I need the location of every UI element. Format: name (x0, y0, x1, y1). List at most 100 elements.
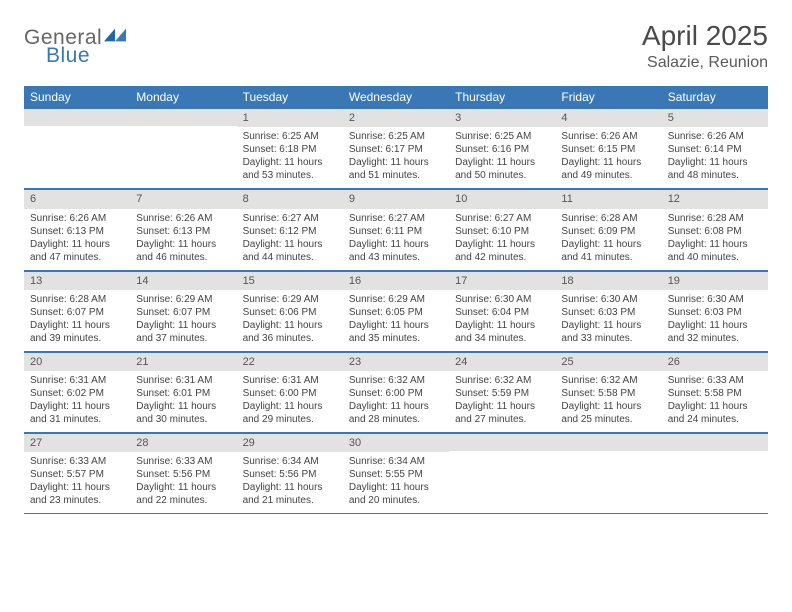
daylight-text: and 42 minutes. (455, 251, 549, 264)
weekday-header-row: Sunday Monday Tuesday Wednesday Thursday… (24, 86, 768, 108)
day-body: Sunrise: 6:30 AMSunset: 6:03 PMDaylight:… (555, 290, 661, 351)
daylight-text: Daylight: 11 hours (668, 319, 762, 332)
day-body: Sunrise: 6:26 AMSunset: 6:14 PMDaylight:… (662, 127, 768, 188)
daylight-text: Daylight: 11 hours (136, 238, 230, 251)
sunrise-text: Sunrise: 6:25 AM (455, 130, 549, 143)
calendar-day-cell: 7Sunrise: 6:26 AMSunset: 6:13 PMDaylight… (130, 189, 236, 270)
sunrise-text: Sunrise: 6:27 AM (455, 212, 549, 225)
daylight-text: Daylight: 11 hours (561, 156, 655, 169)
calendar-day-cell: 28Sunrise: 6:33 AMSunset: 5:56 PMDayligh… (130, 433, 236, 514)
calendar-day-cell: 27Sunrise: 6:33 AMSunset: 5:57 PMDayligh… (24, 433, 130, 514)
day-number: 4 (555, 108, 661, 127)
day-body (24, 126, 130, 182)
sunrise-text: Sunrise: 6:34 AM (349, 455, 443, 468)
sunrise-text: Sunrise: 6:33 AM (136, 455, 230, 468)
day-number (24, 108, 130, 126)
daylight-text: Daylight: 11 hours (349, 319, 443, 332)
daylight-text: Daylight: 11 hours (349, 400, 443, 413)
sunset-text: Sunset: 6:13 PM (136, 225, 230, 238)
calendar-day-cell (130, 108, 236, 189)
daylight-text: Daylight: 11 hours (30, 481, 124, 494)
logo-mark-icon (104, 26, 126, 44)
daylight-text: and 37 minutes. (136, 332, 230, 345)
daylight-text: Daylight: 11 hours (455, 400, 549, 413)
daylight-text: and 33 minutes. (561, 332, 655, 345)
day-number: 18 (555, 271, 661, 290)
sunset-text: Sunset: 5:58 PM (561, 387, 655, 400)
calendar-day-cell: 9Sunrise: 6:27 AMSunset: 6:11 PMDaylight… (343, 189, 449, 270)
sunrise-text: Sunrise: 6:26 AM (136, 212, 230, 225)
sunset-text: Sunset: 6:15 PM (561, 143, 655, 156)
daylight-text: Daylight: 11 hours (136, 481, 230, 494)
day-number: 16 (343, 271, 449, 290)
sunrise-text: Sunrise: 6:27 AM (349, 212, 443, 225)
sunset-text: Sunset: 6:02 PM (30, 387, 124, 400)
calendar-week-row: 27Sunrise: 6:33 AMSunset: 5:57 PMDayligh… (24, 433, 768, 514)
daylight-text: and 36 minutes. (243, 332, 337, 345)
day-number (130, 108, 236, 126)
calendar-day-cell: 12Sunrise: 6:28 AMSunset: 6:08 PMDayligh… (662, 189, 768, 270)
daylight-text: and 28 minutes. (349, 413, 443, 426)
daylight-text: and 34 minutes. (455, 332, 549, 345)
day-body: Sunrise: 6:31 AMSunset: 6:01 PMDaylight:… (130, 371, 236, 432)
logo: General Blue (24, 26, 126, 50)
day-number: 12 (662, 189, 768, 208)
day-body: Sunrise: 6:28 AMSunset: 6:09 PMDaylight:… (555, 209, 661, 270)
sunset-text: Sunset: 6:00 PM (349, 387, 443, 400)
daylight-text: and 31 minutes. (30, 413, 124, 426)
sunset-text: Sunset: 6:12 PM (243, 225, 337, 238)
sunrise-text: Sunrise: 6:32 AM (349, 374, 443, 387)
daylight-text: Daylight: 11 hours (243, 319, 337, 332)
sunrise-text: Sunrise: 6:28 AM (561, 212, 655, 225)
sunrise-text: Sunrise: 6:30 AM (668, 293, 762, 306)
calendar-day-cell (24, 108, 130, 189)
weekday-header: Monday (130, 86, 236, 108)
day-number (555, 433, 661, 451)
sunset-text: Sunset: 6:18 PM (243, 143, 337, 156)
sunset-text: Sunset: 5:56 PM (136, 468, 230, 481)
daylight-text: Daylight: 11 hours (349, 156, 443, 169)
daylight-text: Daylight: 11 hours (561, 400, 655, 413)
sunrise-text: Sunrise: 6:34 AM (243, 455, 337, 468)
sunset-text: Sunset: 6:03 PM (561, 306, 655, 319)
calendar-day-cell: 19Sunrise: 6:30 AMSunset: 6:03 PMDayligh… (662, 270, 768, 351)
daylight-text: and 46 minutes. (136, 251, 230, 264)
calendar-week-row: 20Sunrise: 6:31 AMSunset: 6:02 PMDayligh… (24, 351, 768, 432)
calendar-table: Sunday Monday Tuesday Wednesday Thursday… (24, 86, 768, 514)
day-body: Sunrise: 6:29 AMSunset: 6:05 PMDaylight:… (343, 290, 449, 351)
calendar-day-cell: 4Sunrise: 6:26 AMSunset: 6:15 PMDaylight… (555, 108, 661, 189)
sunset-text: Sunset: 5:55 PM (349, 468, 443, 481)
sunrise-text: Sunrise: 6:33 AM (668, 374, 762, 387)
sunrise-text: Sunrise: 6:27 AM (243, 212, 337, 225)
sunset-text: Sunset: 6:14 PM (668, 143, 762, 156)
daylight-text: and 39 minutes. (30, 332, 124, 345)
day-body (662, 451, 768, 507)
sunrise-text: Sunrise: 6:30 AM (455, 293, 549, 306)
day-number: 9 (343, 189, 449, 208)
sunset-text: Sunset: 6:01 PM (136, 387, 230, 400)
daylight-text: and 43 minutes. (349, 251, 443, 264)
sunset-text: Sunset: 6:00 PM (243, 387, 337, 400)
sunset-text: Sunset: 5:56 PM (243, 468, 337, 481)
day-body: Sunrise: 6:27 AMSunset: 6:10 PMDaylight:… (449, 209, 555, 270)
sunset-text: Sunset: 5:59 PM (455, 387, 549, 400)
sunset-text: Sunset: 6:06 PM (243, 306, 337, 319)
daylight-text: Daylight: 11 hours (668, 156, 762, 169)
calendar-day-cell (555, 433, 661, 514)
day-number: 19 (662, 271, 768, 290)
calendar-day-cell: 21Sunrise: 6:31 AMSunset: 6:01 PMDayligh… (130, 351, 236, 432)
day-body: Sunrise: 6:26 AMSunset: 6:13 PMDaylight:… (24, 209, 130, 270)
sunrise-text: Sunrise: 6:29 AM (349, 293, 443, 306)
day-number: 15 (237, 271, 343, 290)
day-body: Sunrise: 6:25 AMSunset: 6:17 PMDaylight:… (343, 127, 449, 188)
calendar-day-cell: 16Sunrise: 6:29 AMSunset: 6:05 PMDayligh… (343, 270, 449, 351)
calendar-day-cell: 5Sunrise: 6:26 AMSunset: 6:14 PMDaylight… (662, 108, 768, 189)
sunset-text: Sunset: 6:09 PM (561, 225, 655, 238)
day-body: Sunrise: 6:30 AMSunset: 6:03 PMDaylight:… (662, 290, 768, 351)
day-number: 8 (237, 189, 343, 208)
sunrise-text: Sunrise: 6:25 AM (243, 130, 337, 143)
daylight-text: Daylight: 11 hours (455, 156, 549, 169)
calendar-week-row: 6Sunrise: 6:26 AMSunset: 6:13 PMDaylight… (24, 189, 768, 270)
calendar-day-cell: 24Sunrise: 6:32 AMSunset: 5:59 PMDayligh… (449, 351, 555, 432)
day-number: 17 (449, 271, 555, 290)
